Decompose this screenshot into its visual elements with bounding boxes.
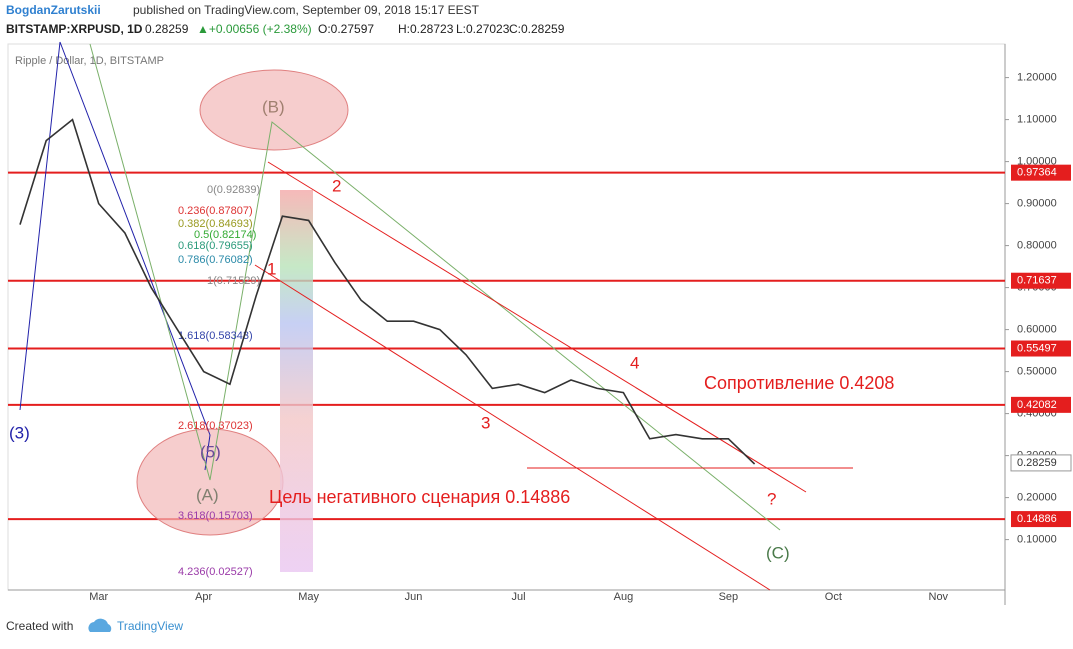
fib-label: 1.618(0.58343) bbox=[178, 330, 253, 342]
y-tick-label: 0.60000 bbox=[1017, 324, 1057, 336]
low: L:0.27023 bbox=[456, 22, 510, 36]
wave-label: (3) bbox=[9, 423, 30, 442]
wave-label: (C) bbox=[766, 543, 790, 562]
level-tag bbox=[1011, 340, 1071, 357]
fib-label: 1(0.71529) bbox=[207, 275, 260, 287]
y-tick-label: 1.00000 bbox=[1017, 156, 1057, 168]
level-label: 0.71637 bbox=[1017, 275, 1057, 287]
open: O:0.27597 bbox=[318, 22, 374, 36]
author[interactable]: BogdanZarutskii bbox=[6, 3, 101, 17]
fib-box bbox=[280, 190, 313, 572]
fib-label: 4.236(0.02527) bbox=[178, 566, 253, 578]
y-tick-label: 0.80000 bbox=[1017, 240, 1057, 252]
footer-created: Created with bbox=[6, 619, 73, 633]
symbol: BITSTAMP:XRPUSD, 1D bbox=[6, 22, 143, 36]
footer-brand[interactable]: TradingView bbox=[117, 619, 183, 633]
wave-label: (5) bbox=[200, 442, 221, 461]
level-label: 0.97364 bbox=[1017, 167, 1057, 179]
x-tick-label: Jun bbox=[405, 591, 423, 603]
ellipse bbox=[199, 69, 349, 151]
fib-label: 2.618(0.37023) bbox=[178, 420, 253, 432]
wave-label: 4 bbox=[630, 353, 639, 372]
fib-label: 0.382(0.84693) bbox=[178, 218, 253, 230]
channel-line bbox=[254, 264, 771, 591]
fib-label: 0(0.92839) bbox=[207, 184, 260, 196]
level-label: 0.42082 bbox=[1017, 399, 1057, 411]
wave-line bbox=[19, 41, 211, 471]
wave-label: 2 bbox=[332, 176, 341, 195]
drawings bbox=[19, 41, 853, 591]
wave-label: 1 bbox=[267, 259, 276, 278]
x-tick-label: Jul bbox=[511, 591, 525, 603]
y-tick-label: 0.90000 bbox=[1017, 198, 1057, 210]
wave-line bbox=[89, 43, 781, 531]
logo bbox=[88, 618, 112, 632]
x-tick-label: Apr bbox=[195, 591, 212, 603]
y-tick-label: 0.50000 bbox=[1017, 366, 1057, 378]
x-tick-label: Nov bbox=[929, 591, 949, 603]
x-tick-label: May bbox=[298, 591, 319, 603]
x-tick-label: Oct bbox=[825, 591, 842, 603]
y-tick-label: 0.10000 bbox=[1017, 534, 1057, 546]
price-line bbox=[19, 118, 756, 465]
wave-label: 3 bbox=[481, 413, 490, 432]
high: H:0.28723 bbox=[398, 22, 454, 36]
fib-label: 0.236(0.87807) bbox=[178, 205, 253, 217]
level-tag bbox=[1011, 511, 1071, 528]
fib-label: 0.5(0.82174) bbox=[194, 229, 256, 241]
last-price-tag bbox=[1010, 454, 1072, 472]
level-label: 0.55497 bbox=[1017, 342, 1057, 354]
x-tick-label: Sep bbox=[719, 591, 739, 603]
close: C:0.28259 bbox=[509, 22, 565, 36]
wave-label: ? bbox=[767, 489, 776, 508]
x-tick-label: Mar bbox=[89, 591, 108, 603]
y-tick-label: 1.20000 bbox=[1017, 72, 1057, 84]
level-tag bbox=[1011, 164, 1071, 181]
published: published on TradingView.com, September … bbox=[133, 3, 480, 17]
x-tick-label: Aug bbox=[614, 591, 634, 603]
resistance-note: Сопротивление 0.4208 bbox=[704, 373, 894, 393]
fib-label: 3.618(0.15703) bbox=[178, 510, 253, 522]
fib-label: 0.786(0.76082) bbox=[178, 254, 253, 266]
wave-label: (B) bbox=[262, 97, 285, 116]
wave-label: (A) bbox=[196, 485, 219, 504]
level-tag bbox=[1011, 272, 1071, 289]
level-tag bbox=[1011, 396, 1071, 413]
y-tick-label: 1.10000 bbox=[1017, 114, 1057, 126]
price: 0.28259 bbox=[145, 22, 189, 36]
chart-title: Ripple / Dollar, 1D, BITSTAMP bbox=[15, 55, 164, 67]
channel-line bbox=[267, 161, 807, 493]
last-price-label: 0.28259 bbox=[1017, 457, 1057, 469]
y-tick-label: 0.20000 bbox=[1017, 492, 1057, 504]
level-label: 0.14886 bbox=[1017, 513, 1057, 525]
change: ▲+0.00656 (+2.38%) bbox=[197, 22, 312, 36]
fib-label: 0.618(0.79655) bbox=[178, 240, 253, 252]
target-note: Цель негативного сценария 0.14886 bbox=[269, 487, 570, 507]
